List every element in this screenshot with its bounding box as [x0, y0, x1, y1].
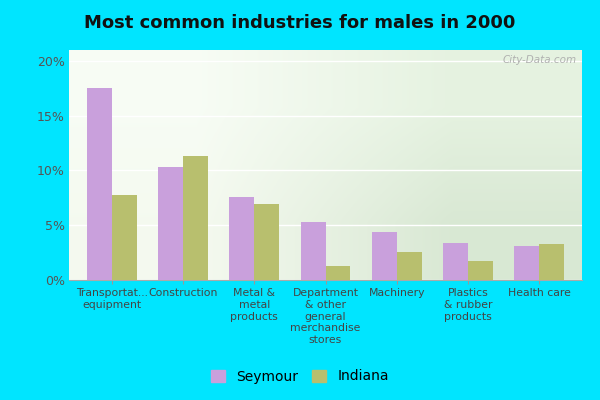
Bar — [397, 252, 422, 280]
Legend: Seymour, Indiana: Seymour, Indiana — [206, 364, 394, 389]
Bar — [254, 204, 279, 280]
Bar — [87, 88, 112, 280]
Bar — [443, 243, 468, 280]
Bar — [539, 244, 564, 280]
Bar — [229, 197, 254, 280]
Text: Most common industries for males in 2000: Most common industries for males in 2000 — [85, 14, 515, 32]
Bar — [325, 266, 350, 280]
Bar — [514, 246, 539, 280]
Bar — [112, 194, 137, 280]
Bar — [468, 261, 493, 280]
Bar — [158, 167, 183, 280]
Bar — [301, 222, 325, 280]
Bar — [372, 232, 397, 280]
Text: City-Data.com: City-Data.com — [503, 55, 577, 65]
Bar — [183, 156, 208, 280]
